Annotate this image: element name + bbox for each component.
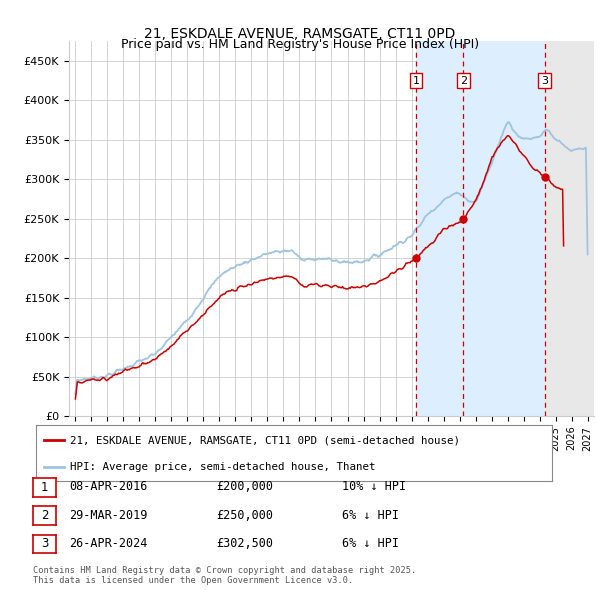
Text: Contains HM Land Registry data © Crown copyright and database right 2025.
This d: Contains HM Land Registry data © Crown c… bbox=[33, 566, 416, 585]
Text: £302,500: £302,500 bbox=[216, 537, 273, 550]
Text: 1: 1 bbox=[41, 481, 48, 494]
Text: 3: 3 bbox=[541, 76, 548, 86]
Text: 29-MAR-2019: 29-MAR-2019 bbox=[69, 509, 148, 522]
Text: 08-APR-2016: 08-APR-2016 bbox=[69, 480, 148, 493]
Text: 6% ↓ HPI: 6% ↓ HPI bbox=[342, 537, 399, 550]
Text: 26-APR-2024: 26-APR-2024 bbox=[69, 537, 148, 550]
Bar bbox=[545, 41, 594, 416]
Text: 21, ESKDALE AVENUE, RAMSGATE, CT11 0PD: 21, ESKDALE AVENUE, RAMSGATE, CT11 0PD bbox=[145, 27, 455, 41]
Bar bbox=[463, 41, 545, 416]
Text: 1: 1 bbox=[412, 76, 419, 86]
Text: £250,000: £250,000 bbox=[216, 509, 273, 522]
Text: HPI: Average price, semi-detached house, Thanet: HPI: Average price, semi-detached house,… bbox=[70, 462, 375, 472]
Text: 3: 3 bbox=[41, 537, 48, 550]
Text: £200,000: £200,000 bbox=[216, 480, 273, 493]
Bar bbox=[416, 41, 463, 416]
Text: 2: 2 bbox=[460, 76, 467, 86]
Text: Price paid vs. HM Land Registry's House Price Index (HPI): Price paid vs. HM Land Registry's House … bbox=[121, 38, 479, 51]
Text: 21, ESKDALE AVENUE, RAMSGATE, CT11 0PD (semi-detached house): 21, ESKDALE AVENUE, RAMSGATE, CT11 0PD (… bbox=[70, 435, 460, 445]
Text: 10% ↓ HPI: 10% ↓ HPI bbox=[342, 480, 406, 493]
Text: 6% ↓ HPI: 6% ↓ HPI bbox=[342, 509, 399, 522]
Text: 2: 2 bbox=[41, 509, 48, 522]
